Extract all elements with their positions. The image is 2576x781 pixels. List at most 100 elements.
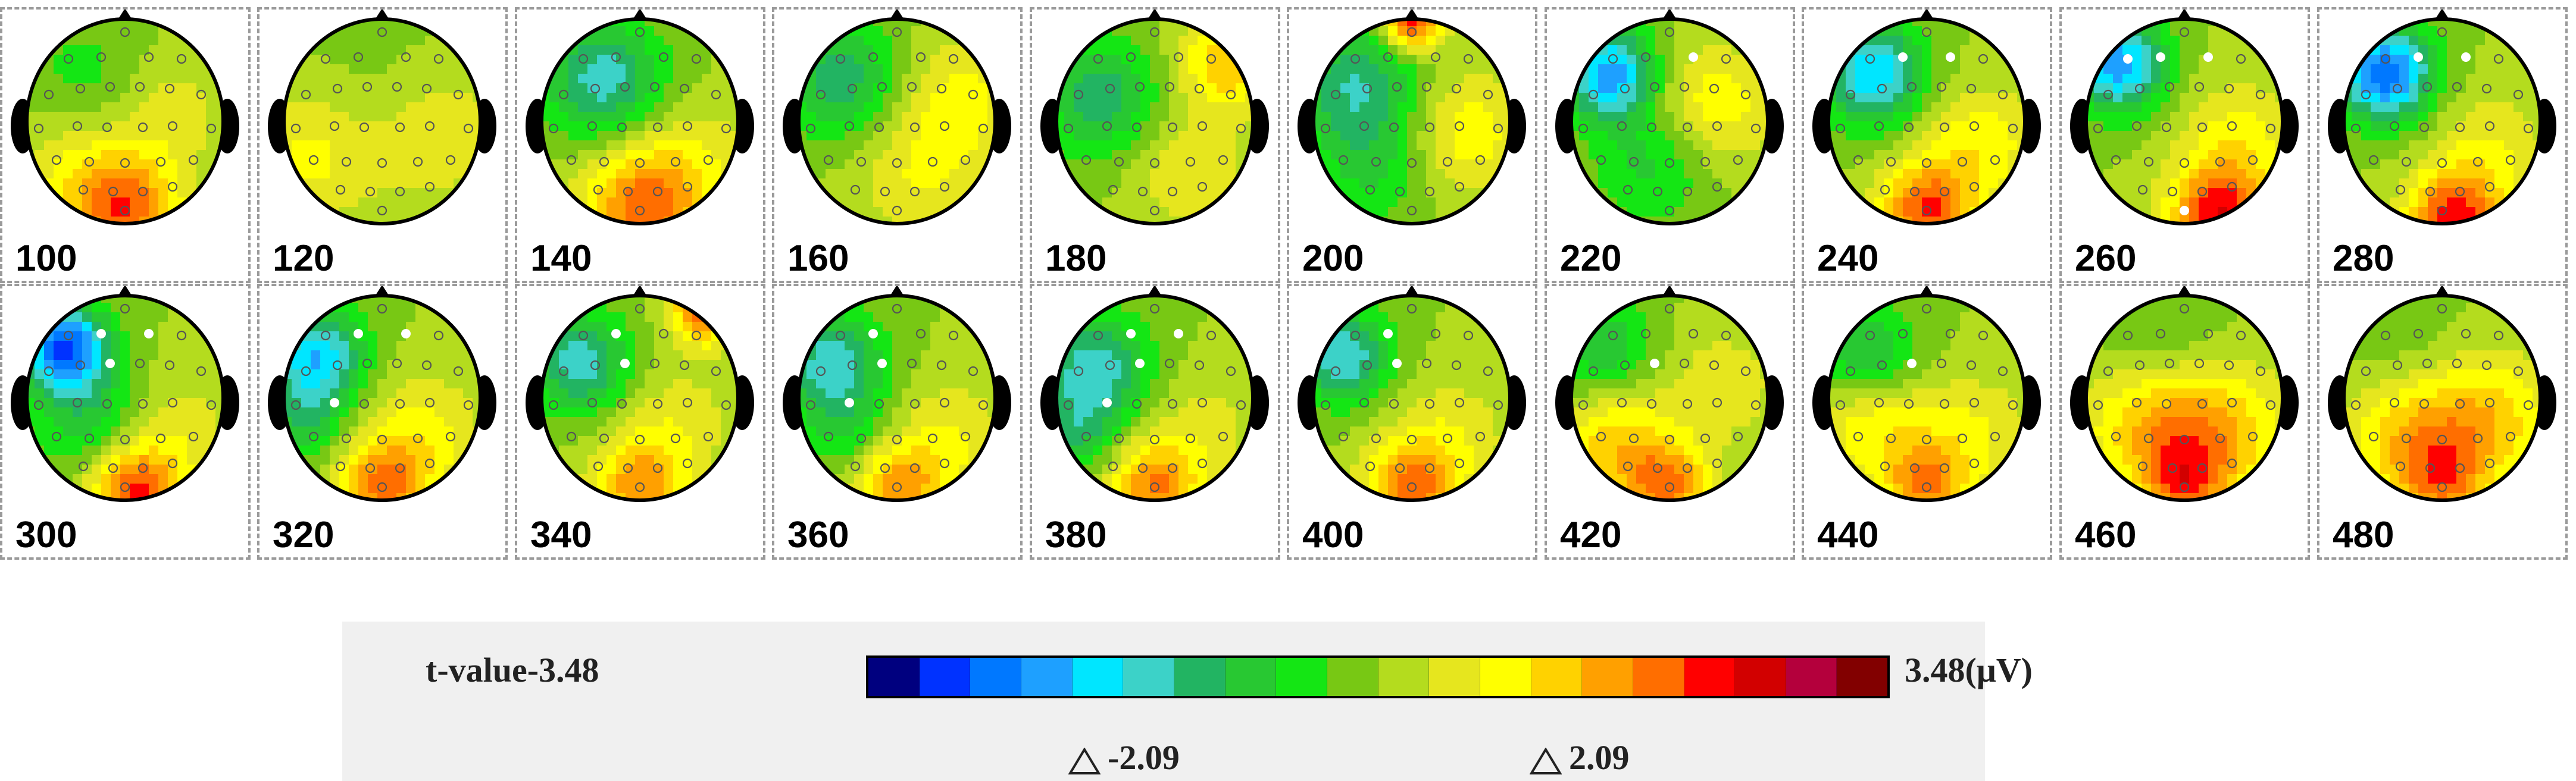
electrode-significant <box>1946 52 1955 62</box>
colorbar-segment <box>1072 658 1124 696</box>
electrode <box>1114 433 1124 444</box>
electrode <box>2197 122 2208 133</box>
electrode <box>96 52 107 62</box>
electrode <box>2523 123 2534 134</box>
electrode <box>558 89 569 100</box>
electrode <box>815 366 826 377</box>
electrode <box>1164 358 1175 369</box>
electrode <box>2484 121 2495 131</box>
electrode <box>2194 81 2205 92</box>
electrode-significant <box>2123 54 2133 64</box>
head-outline <box>282 294 482 502</box>
electrode <box>1682 122 1693 133</box>
timepoint-label: 400 <box>1302 515 1364 556</box>
electrode <box>1903 122 1914 133</box>
head-outline <box>1570 17 1770 225</box>
electrode <box>1463 330 1474 341</box>
electrode <box>1073 89 1084 100</box>
colorbar-segment <box>868 658 920 696</box>
electrode <box>2350 123 2361 134</box>
electrode <box>1921 434 1932 445</box>
electrode <box>2392 360 2403 371</box>
electrode <box>634 303 645 314</box>
electrode <box>915 52 926 62</box>
electrode <box>1620 360 1630 371</box>
electrode <box>711 366 721 377</box>
electrode-significant <box>2180 206 2189 215</box>
electrode <box>1939 122 1950 133</box>
electrode-significant <box>611 329 621 338</box>
timepoint-label: 220 <box>1560 238 1622 279</box>
timepoint-label: 200 <box>1302 238 1364 279</box>
electrode <box>377 482 387 493</box>
electrode <box>1371 433 1381 444</box>
electrode <box>2437 205 2447 216</box>
electrode <box>72 397 83 408</box>
timepoint-label: 120 <box>273 238 334 279</box>
electrode <box>445 431 456 442</box>
electrode <box>2161 122 2172 133</box>
electrode <box>143 52 154 62</box>
electrode <box>308 155 319 165</box>
timepoint-label: 460 <box>2075 515 2137 556</box>
electrode <box>424 458 435 469</box>
electrode-significant <box>2156 52 2165 62</box>
electrode <box>936 83 947 94</box>
electrode <box>847 83 858 94</box>
electrode <box>1877 360 1887 371</box>
electrode <box>1617 397 1627 408</box>
head-outline <box>2084 294 2284 502</box>
timepoint-label: 340 <box>530 515 592 556</box>
electrode <box>1700 156 1711 167</box>
electrode <box>1664 27 1675 37</box>
electrode <box>682 181 693 192</box>
electrode <box>108 186 118 197</box>
electrode <box>176 330 187 341</box>
electrode <box>2131 397 2142 408</box>
head-outline <box>797 294 997 502</box>
electrode <box>453 366 464 377</box>
electrode <box>1750 123 1761 134</box>
electrode <box>2164 358 2175 369</box>
electrode <box>1853 431 1864 442</box>
electrode <box>815 89 826 100</box>
electrode <box>1939 399 1950 409</box>
electrode <box>1149 434 1160 445</box>
topography-head-map <box>2328 286 2556 502</box>
topography-head-map <box>783 286 1011 502</box>
electrode <box>341 156 352 167</box>
electrode <box>362 81 373 92</box>
topography-map-cell: 200 <box>1287 7 1537 283</box>
electrode <box>2413 328 2424 339</box>
electrode <box>1921 205 1932 216</box>
electrode <box>936 360 947 371</box>
electrode <box>1424 463 1435 473</box>
head-outline <box>1827 17 2027 225</box>
electrode <box>2134 360 2145 371</box>
electrode <box>412 156 423 167</box>
electrode <box>1664 158 1675 168</box>
topography-head-map <box>1298 10 1526 225</box>
electrode <box>102 399 112 409</box>
electrode <box>2131 121 2142 131</box>
head-outline <box>1312 17 1512 225</box>
electrode <box>1451 83 1462 94</box>
timepoint-label: 300 <box>15 515 77 556</box>
electrode <box>909 122 920 133</box>
electrode <box>1640 52 1651 62</box>
electrode <box>1835 123 1846 134</box>
electrode <box>703 155 714 165</box>
electrode <box>335 184 346 195</box>
electrode <box>401 52 411 62</box>
electrode <box>1430 328 1441 339</box>
electrode <box>909 186 920 197</box>
electrode <box>1194 83 1205 94</box>
electrode <box>1945 328 1956 339</box>
electrode <box>2143 433 2154 444</box>
electrode <box>649 81 660 92</box>
electrode <box>433 54 444 64</box>
electrode <box>948 54 959 64</box>
electrode <box>290 400 301 410</box>
electrode <box>590 83 601 94</box>
electrode <box>105 81 115 92</box>
